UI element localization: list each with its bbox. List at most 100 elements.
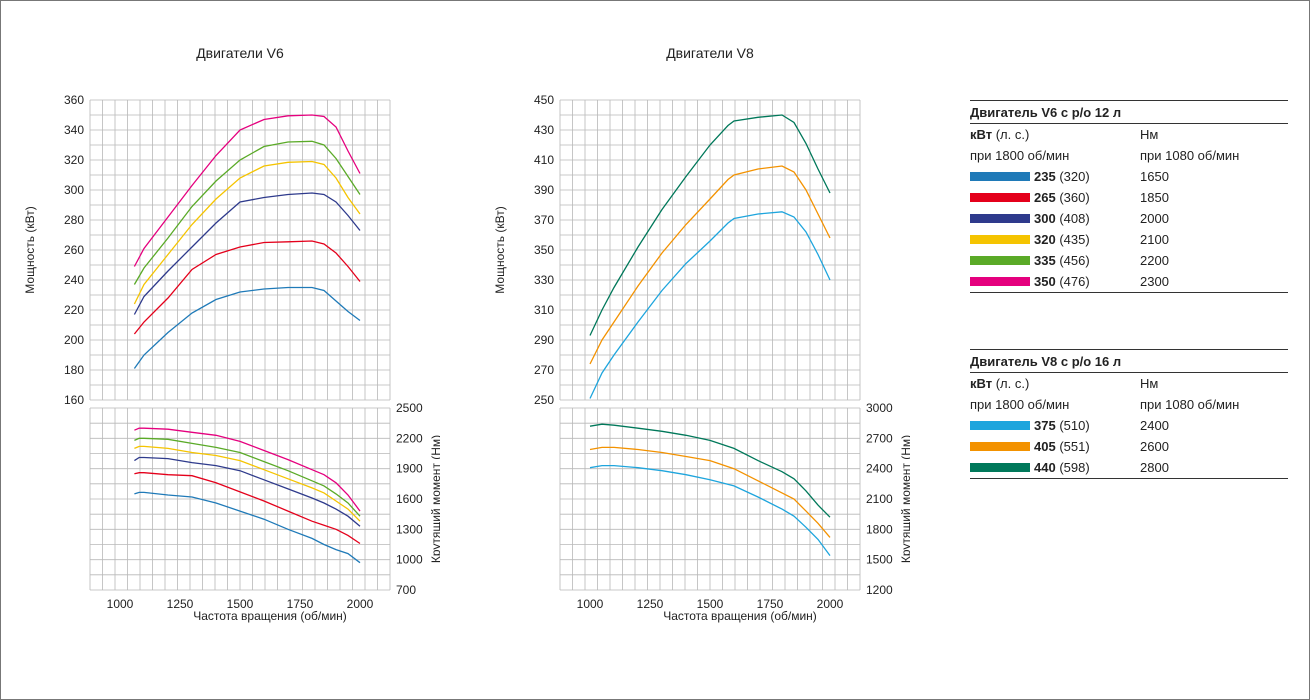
legend-v8-col1-sub: при 1800 об/мин	[970, 397, 1070, 412]
legend-v8-row: 405 (551) 2600	[970, 436, 1288, 457]
chart-v6: Двигатели V6 160 180 200 220 240 260 280 300 320 3…	[23, 45, 440, 623]
v6-torque-line-265	[134, 472, 361, 545]
legend-v6-row: 235 (320) 1650	[970, 166, 1288, 187]
legend-v6-nm: 2200	[1140, 253, 1169, 268]
v6-torque-ytick: 1900	[396, 462, 423, 476]
legend-v6-swatch	[970, 256, 1030, 266]
legend-v8-col1-head: кВт	[970, 376, 993, 391]
v6-power-line-335	[133, 140, 361, 285]
v6-xtick: 1750	[287, 597, 314, 611]
legend-v8-row: 440 (598) 2800	[970, 457, 1288, 478]
v6-title: Двигатели V6	[196, 45, 284, 61]
v8-title: Двигатели V8	[666, 45, 754, 61]
v6-torque-line-335	[134, 437, 361, 517]
legend-v6-nm: 1650	[1140, 169, 1169, 184]
legend-v8-hp: (598)	[1055, 460, 1090, 475]
v8-power-ytick: 450	[534, 93, 554, 107]
legend-v8-col2-head: Нм	[1140, 376, 1159, 391]
v6-power-line-235	[133, 286, 361, 369]
v8-xlabel: Частота вращения (об/мин)	[663, 609, 817, 623]
v8-torque-ytick: 2400	[866, 462, 893, 476]
v6-power-line-300	[133, 192, 361, 315]
v6-power-ytick: 180	[64, 363, 84, 377]
legend-v6-hp: (476)	[1055, 274, 1090, 289]
v6-xtick: 1500	[227, 597, 254, 611]
legend-v6-swatch	[970, 235, 1030, 245]
legend-v8: Двигатель V8 с р/о 16 л кВт (л. с.) Нм п…	[970, 349, 1288, 479]
v8-torque-line-405	[589, 446, 831, 538]
v6-torque-ytick: 2200	[396, 431, 423, 445]
legend-v8-col2-sub: при 1080 об/мин	[1140, 397, 1240, 412]
v8-power-ytick: 310	[534, 303, 554, 317]
v6-power-ytick: 200	[64, 333, 84, 347]
legend-v6-col2-sub: при 1080 об/мин	[1140, 148, 1240, 163]
legend-v6-nm: 2100	[1140, 232, 1169, 247]
v6-torque-line-300	[134, 456, 361, 527]
v6-power-ytick: 320	[64, 153, 84, 167]
legend-v6-kw: 350	[1034, 274, 1056, 289]
legend-v6-col1-head: кВт	[970, 127, 993, 142]
legend-v8-row: 375 (510) 2400	[970, 415, 1288, 436]
v8-torque-ytick: 2100	[866, 492, 893, 506]
legend-v8-swatch	[970, 442, 1030, 452]
v6-torque-line-320	[134, 445, 361, 522]
legend-v6-hp: (456)	[1055, 253, 1090, 268]
v8-power-ytick: 330	[534, 273, 554, 287]
legend-v6: Двигатель V6 с р/о 12 л кВт (л. с.) Нм п…	[970, 100, 1288, 293]
v6-power-ytick: 160	[64, 393, 84, 407]
v6-power-ytick: 220	[64, 303, 84, 317]
legend-v8-nm: 2600	[1140, 439, 1169, 454]
legend-v8-nm: 2800	[1140, 460, 1169, 475]
v6-power-ylabel: Мощность (кВт)	[23, 206, 37, 293]
legend-v8-kw: 440	[1034, 460, 1056, 475]
v8-xtick: 1250	[637, 597, 664, 611]
v8-power-ytick: 390	[534, 183, 554, 197]
v6-torque-line-350	[134, 427, 361, 512]
v8-torque-ytick: 3000	[866, 401, 893, 415]
legend-v6-title: Двигатель V6 с р/о 12 л	[970, 100, 1288, 124]
legend-v6-row: 300 (408) 2000	[970, 208, 1288, 229]
v6-power-ytick: 280	[64, 213, 84, 227]
v6-power-ytick: 360	[64, 93, 84, 107]
v6-torque-ytick: 1000	[396, 553, 423, 567]
v8-power-line-440	[589, 114, 831, 336]
v8-xtick: 1750	[757, 597, 784, 611]
legend-v6-hp: (360)	[1055, 190, 1090, 205]
v6-grid	[89, 99, 391, 591]
v8-grid	[559, 99, 861, 591]
v6-torque-ytick: 700	[396, 583, 416, 597]
legend-v8-kw: 375	[1034, 418, 1056, 433]
legend-v8-swatch	[970, 421, 1030, 431]
v8-xtick: 2000	[817, 597, 844, 611]
legend-v8-swatch	[970, 463, 1030, 473]
v8-xtick: 1500	[697, 597, 724, 611]
legend-v6-swatch	[970, 214, 1030, 224]
legend-v6-row: 335 (456) 2200	[970, 250, 1288, 271]
v8-power-ytick: 350	[534, 243, 554, 257]
v8-power-ytick: 430	[534, 123, 554, 137]
legend-v6-col1-head-unit: (л. с.)	[995, 127, 1030, 142]
legend-v6-swatch	[970, 277, 1030, 287]
v6-torque-ylabel: Крутящий момент (Нм)	[429, 435, 440, 563]
legend-v6-nm: 2300	[1140, 274, 1169, 289]
legend-v6-row: 350 (476) 2300	[970, 271, 1288, 292]
legend-v6-hp: (435)	[1055, 232, 1090, 247]
legend-v6-nm: 1850	[1140, 190, 1169, 205]
v8-power-line-375	[589, 211, 831, 399]
v6-torque-ytick: 2500	[396, 401, 423, 415]
v6-power-ytick: 240	[64, 273, 84, 287]
v8-torque-ylabel: Крутящий момент (Нм)	[899, 435, 910, 563]
v8-power-ytick: 290	[534, 333, 554, 347]
v8-torque-line-375	[589, 464, 831, 556]
v6-torque-ytick: 1600	[396, 492, 423, 506]
v8-torque-line-440	[589, 423, 831, 518]
legend-v8-title: Двигатель V8 с р/о 16 л	[970, 349, 1288, 373]
legend-v6-row: 265 (360) 1850	[970, 187, 1288, 208]
v6-power-line-320	[133, 160, 361, 305]
v8-power-ytick: 410	[534, 153, 554, 167]
legend-v6-kw: 265	[1034, 190, 1056, 205]
legend-v6-kw: 300	[1034, 211, 1056, 226]
legend-v8-kw: 405	[1034, 439, 1056, 454]
legend-v6-kw: 320	[1034, 232, 1056, 247]
v8-power-ylabel: Мощность (кВт)	[493, 206, 507, 293]
